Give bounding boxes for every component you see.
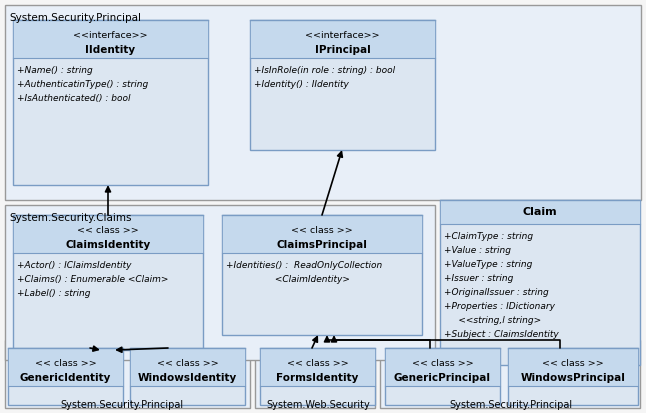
Text: +OriginalIssuer : string: +OriginalIssuer : string (444, 288, 548, 297)
Text: ClaimsIdentity: ClaimsIdentity (65, 240, 151, 249)
Bar (5, 5, 641, 200)
Bar (380, 340, 640, 408)
Text: GenericIdentity: GenericIdentity (20, 373, 111, 382)
Text: +Claims() : Enumerable <Claim>: +Claims() : Enumerable <Claim> (17, 275, 169, 284)
Text: WindowsPrincipal: WindowsPrincipal (521, 373, 625, 382)
Bar (130, 348, 245, 405)
Bar (255, 340, 375, 408)
Text: System.Security.Principal: System.Security.Principal (61, 400, 183, 410)
Bar (5, 340, 250, 408)
Text: <<interface>>: <<interface>> (73, 31, 148, 40)
Text: +Subject : ClaimsIdentity: +Subject : ClaimsIdentity (444, 330, 559, 339)
Text: System.Security.Claims: System.Security.Claims (9, 213, 132, 223)
Text: FormsIdentity: FormsIdentity (276, 373, 359, 382)
Text: Claim: Claim (523, 207, 557, 217)
Text: << class >>: << class >> (287, 359, 348, 368)
Bar (508, 348, 638, 405)
Text: System.Security.Principal: System.Security.Principal (450, 400, 572, 410)
Text: << class >>: << class >> (77, 226, 139, 235)
Text: IIdentity: IIdentity (85, 45, 136, 55)
Bar (222, 215, 422, 253)
Text: IPrincipal: IPrincipal (315, 45, 370, 55)
Bar (260, 348, 375, 405)
Text: << class >>: << class >> (542, 359, 604, 368)
Bar (222, 215, 422, 335)
Bar (13, 215, 203, 253)
Text: +Name() : string: +Name() : string (17, 66, 93, 75)
Bar (8, 348, 123, 405)
Bar (250, 20, 435, 150)
Bar (385, 348, 500, 386)
Text: <<string,l string>: <<string,l string> (444, 316, 541, 325)
Bar (250, 20, 435, 58)
Text: +ClaimType : string: +ClaimType : string (444, 232, 533, 241)
Bar (260, 348, 375, 386)
Text: +ValueType : string: +ValueType : string (444, 260, 532, 269)
Text: +Properties : IDictionary: +Properties : IDictionary (444, 302, 555, 311)
Text: +Identity() : IIdentity: +Identity() : IIdentity (254, 80, 349, 89)
Text: << class >>: << class >> (291, 226, 353, 235)
Bar (508, 348, 638, 386)
Text: WindowsIdentity: WindowsIdentity (138, 373, 237, 382)
Text: << class >>: << class >> (156, 359, 218, 368)
Text: +AuthenticatinType() : string: +AuthenticatinType() : string (17, 80, 148, 89)
Text: << class >>: << class >> (35, 359, 96, 368)
Text: +Label() : string: +Label() : string (17, 289, 90, 298)
Bar (8, 348, 123, 386)
Text: +Issuer : string: +Issuer : string (444, 274, 514, 283)
Bar (13, 215, 203, 350)
Bar (440, 200, 640, 365)
Bar (385, 348, 500, 405)
Text: +Value : string: +Value : string (444, 246, 511, 255)
Bar (13, 20, 208, 58)
Text: ClaimsPrincipal: ClaimsPrincipal (276, 240, 368, 249)
Text: +IsAuthenticated() : bool: +IsAuthenticated() : bool (17, 94, 130, 103)
Text: +IsInRole(in role : string) : bool: +IsInRole(in role : string) : bool (254, 66, 395, 75)
Bar (130, 348, 245, 386)
Text: <<interface>>: <<interface>> (305, 31, 380, 40)
Text: <ClaimIdentity>: <ClaimIdentity> (226, 275, 350, 284)
Bar (5, 205, 435, 360)
Text: +Identities() :  ReadOnlyCollection: +Identities() : ReadOnlyCollection (226, 261, 382, 270)
Bar (440, 200, 640, 224)
Text: System.Security.Principal: System.Security.Principal (9, 13, 141, 23)
Text: << class >>: << class >> (412, 359, 474, 368)
Text: +Actor() : IClaimsIdentity: +Actor() : IClaimsIdentity (17, 261, 132, 270)
Text: System.Web.Security: System.Web.Security (266, 400, 370, 410)
Text: GenericPrincipal: GenericPrincipal (394, 373, 491, 382)
Bar (13, 20, 208, 185)
